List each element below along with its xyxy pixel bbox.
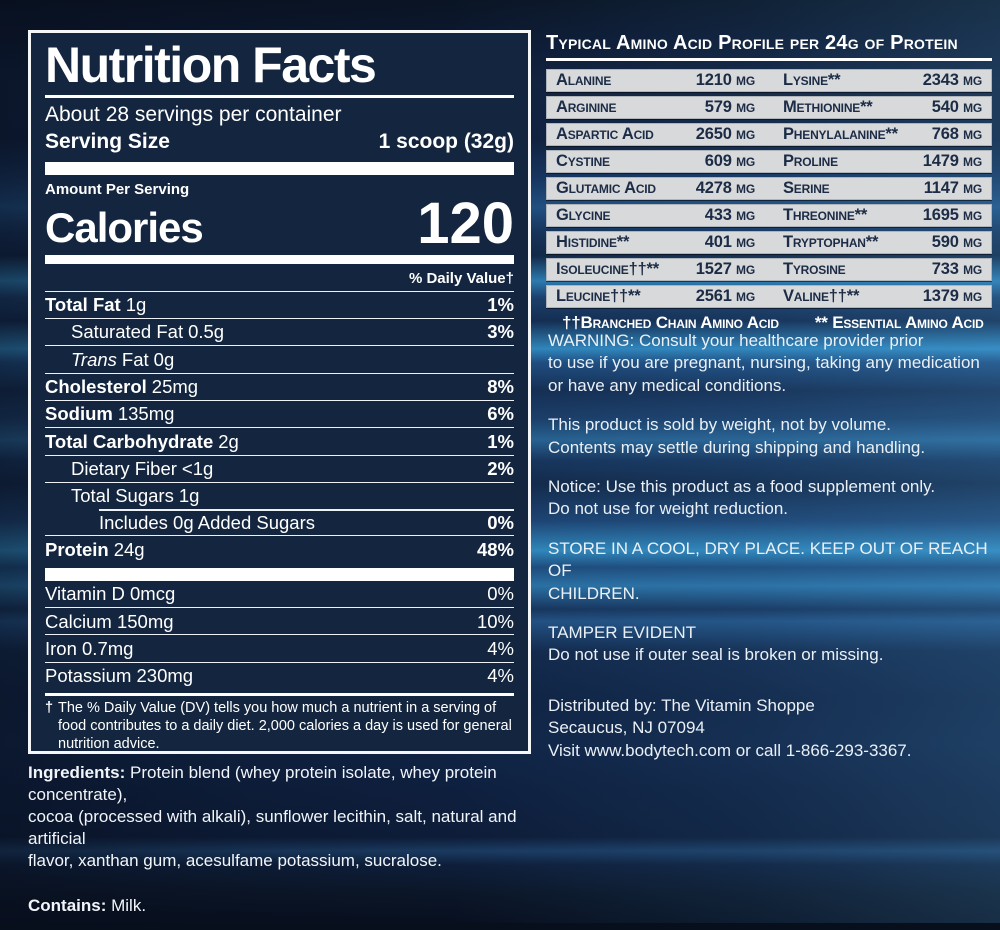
- dv-value: 3%: [487, 321, 514, 343]
- dv-value: 4%: [487, 637, 514, 659]
- nutrient-row-potassium: Potassium 230mg 4%: [45, 661, 514, 689]
- sold-by-weight-text: This product is sold by weight, not by v…: [548, 415, 926, 457]
- serving-size-value: 1 scoop (32g): [378, 129, 514, 153]
- dv-value: 0%: [487, 511, 514, 533]
- servings-per-container: About 28 servings per container: [45, 102, 342, 126]
- dv-value: 0%: [487, 583, 514, 605]
- nutrition-facts-panel: Nutrition Facts About 28 servings per co…: [28, 30, 531, 754]
- amino-row: Alanine 1210 mg Lysine** 2343 mg: [546, 69, 992, 92]
- amino-legend: ††Branched Chain Amino Acid ** Essential…: [546, 313, 992, 333]
- legend-bcaa: ††Branched Chain Amino Acid: [562, 313, 779, 332]
- dv-value: 8%: [487, 376, 514, 398]
- amino-acid-profile-table: Typical Amino Acid Profile per 24g of Pr…: [546, 32, 992, 333]
- nutrient-row-total-fat: Total Fat 1g 1%: [45, 290, 514, 318]
- nutrient-row-vitamin-d: Vitamin D 0mcg 0%: [45, 583, 514, 605]
- nutrient-row-trans-fat: Trans Fat 0g: [45, 345, 514, 372]
- contains-label: Contains:: [28, 896, 107, 915]
- amino-table-title: Typical Amino Acid Profile per 24g of Pr…: [546, 32, 992, 61]
- nutrient-row-cholesterol: Cholesterol 25mg 8%: [45, 372, 514, 400]
- amino-row: Leucine††** 2561 mg Valine††** 1379 mg: [546, 285, 992, 308]
- contains-text: Contains: Milk.: [28, 896, 147, 915]
- nutrient-row-added-sugars: Includes 0g Added Sugars 0%: [45, 509, 514, 535]
- separator-thick-bar: [45, 254, 514, 264]
- nutrient-row-total-sugars: Total Sugars 1g: [45, 481, 514, 509]
- notices-column: WARNING: Consult your healthcare provide…: [548, 330, 998, 779]
- notice-text: Notice: Use this product as a food suppl…: [548, 477, 936, 519]
- nutrient-row-sodium: Sodium 135mg 6%: [45, 399, 514, 427]
- dv-value: 48%: [476, 538, 514, 560]
- dv-value: 6%: [487, 403, 514, 425]
- daily-value-footnote: † The % Daily Value (DV) tells you how m…: [45, 693, 514, 753]
- ingredients-label: Ingredients:: [28, 763, 126, 782]
- separator-thick-bar: [45, 161, 514, 175]
- serving-size-label: Serving Size: [45, 129, 170, 153]
- serving-size-row: Serving Size 1 scoop (32g): [45, 130, 514, 154]
- amino-row: Aspartic Acid 2650 mg Phenylalanine** 768 …: [546, 123, 992, 146]
- amino-row: Arginine 579 mg Methionine** 540 mg: [546, 96, 992, 119]
- amount-per-serving-label: Amount Per Serving: [45, 180, 190, 198]
- nutrient-row-protein: Protein 24g 48%: [45, 535, 514, 562]
- nutrient-row-saturated-fat: Saturated Fat 0.5g 3%: [45, 317, 514, 345]
- dv-value: 10%: [476, 610, 514, 632]
- dv-value: 4%: [487, 665, 514, 687]
- legend-eaa: ** Essential Amino Acid: [814, 313, 984, 332]
- distributed-by-text: Distributed by: The Vitamin Shoppe Secau…: [548, 695, 912, 760]
- amino-row: Isoleucine††** 1527 mg Tyrosine 733 mg: [546, 258, 992, 281]
- calories-value: 120: [417, 190, 514, 256]
- nutrition-facts-title: Nutrition Facts: [45, 37, 377, 93]
- separator-thick-bar: [45, 567, 514, 581]
- nutrient-row-iron: Iron 0.7mg 4%: [45, 634, 514, 661]
- dv-value: 1%: [487, 294, 514, 316]
- storage-text: STORE IN A COOL, DRY PLACE. KEEP OUT OF …: [548, 538, 988, 603]
- warning-text: WARNING: Consult your healthcare provide…: [548, 331, 980, 395]
- amino-row: Histidine** 401 mg Tryptophan** 590 mg: [546, 231, 992, 254]
- ingredients-section: Ingredients: Protein blend (whey protein…: [28, 762, 544, 930]
- daily-value-header: % Daily Value†: [408, 269, 514, 287]
- dv-value: 1%: [487, 430, 514, 452]
- nutrient-row-total-carbohydrate: Total Carbohydrate 2g 1%: [45, 427, 514, 454]
- amino-row: Glutamic Acid 4278 mg Serine 1147 mg: [546, 177, 992, 200]
- amino-row: Glycine 433 mg Threonine** 1695 mg: [546, 204, 992, 227]
- title-underline: [45, 94, 514, 98]
- ingredients-text: Ingredients: Protein blend (whey protein…: [28, 763, 517, 870]
- nutrient-row-dietary-fiber: Dietary Fiber <1g 2%: [45, 454, 514, 482]
- calories-row: Calories 120: [45, 190, 514, 256]
- dagger-symbol: †: [45, 700, 54, 717]
- amino-row: Cystine 609 mg Proline 1479 mg: [546, 150, 992, 173]
- tamper-evident-text: TAMPER EVIDENT Do not use if outer seal …: [548, 623, 884, 665]
- dv-value: 2%: [487, 458, 514, 479]
- calories-label: Calories: [45, 203, 204, 251]
- nutrient-row-calcium: Calcium 150mg 10%: [45, 607, 514, 634]
